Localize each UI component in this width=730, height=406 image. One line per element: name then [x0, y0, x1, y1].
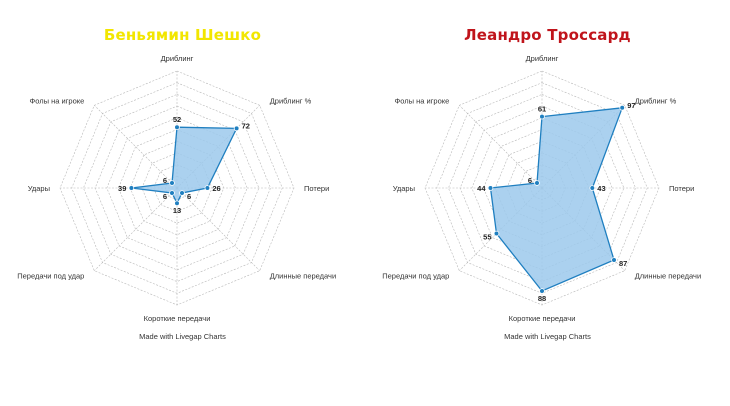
right-chart-title: Леандро Троссард — [464, 26, 631, 44]
right-axis-label-0: Дриблинг — [526, 54, 559, 63]
right-point-1 — [619, 105, 626, 111]
left-value-label-3: 6 — [187, 192, 191, 201]
right-value-label-3: 87 — [619, 259, 627, 268]
right-point-5 — [493, 230, 500, 237]
right-axis-label-6: Удары — [393, 184, 415, 193]
right-axis-label-5: Передачи под удар — [382, 272, 449, 281]
right-axis-label-2: Потери — [669, 184, 694, 193]
left-axis-label-4: Короткие передачи — [144, 314, 211, 323]
left-value-label-7: 6 — [163, 176, 167, 185]
left-value-label-1: 72 — [242, 122, 250, 131]
right-grid-ring — [494, 140, 590, 236]
left-point-7 — [169, 180, 175, 186]
right-value-label-1: 97 — [627, 101, 635, 110]
right-value-label-5: 55 — [483, 232, 491, 241]
left-axis-label-1: Дриблинг % — [270, 96, 312, 105]
left-grid-spoke — [94, 187, 178, 271]
left-value-label-5: 6 — [163, 192, 167, 201]
right-value-label-2: 43 — [597, 184, 605, 193]
left-axis-label-5: Передачи под удар — [17, 272, 84, 281]
right-value-label-7: 6 — [528, 176, 532, 185]
left-radar-chart: 52 72 26 6 13 6 39 6 Дриблинг Дриблинг % Потери Дли… — [17, 54, 336, 323]
right-grid-spoke — [459, 105, 543, 189]
right-radar-chart: 61 97 43 87 88 55 44 6 Дриблинг Дриблинг % Потери Д… — [382, 54, 701, 323]
right-point-0 — [539, 113, 545, 120]
left-axis-label-2: Потери — [304, 184, 329, 193]
left-chart-title: Беньямин Шешко — [103, 26, 262, 44]
right-grid-ring — [459, 105, 625, 271]
left-axis-label-0: Дриблинг — [161, 54, 194, 63]
right-grid-ring — [448, 94, 636, 282]
left-point-0 — [174, 124, 180, 130]
left-point-4 — [174, 200, 180, 207]
right-value-label-6: 44 — [477, 184, 486, 193]
left-grid-spoke — [94, 105, 178, 189]
left-point-3 — [179, 190, 185, 196]
left-grid-ring — [153, 164, 201, 212]
right-value-label-4: 88 — [538, 294, 546, 303]
right-chart-panel: Леандро Троссард 61 97 43 87 88 55 44 6 Дриблинг… — [365, 0, 730, 406]
right-axis-label-4: Короткие передачи — [509, 314, 576, 323]
right-point-3 — [611, 257, 617, 263]
left-chart-credit: Made with Livegap Charts — [139, 332, 226, 341]
right-axis-label-7: Фолы на игроке — [395, 96, 450, 105]
right-series-area — [489, 107, 624, 292]
left-chart-panel: Беньямин Шешко 52 72 26 6 13 6 39 6 Дриблинг Дриб… — [17, 26, 336, 341]
right-point-6 — [487, 185, 494, 191]
left-value-label-4: 13 — [173, 206, 181, 215]
left-value-label-6: 39 — [118, 184, 126, 193]
left-grid-ring — [129, 140, 225, 236]
right-point-4 — [539, 288, 545, 294]
left-grid-ring — [83, 94, 271, 282]
left-point-1 — [233, 125, 240, 132]
left-value-label-0: 52 — [173, 115, 181, 124]
left-point-2 — [204, 185, 211, 191]
left-grid-ring — [94, 105, 260, 271]
left-grid-spoke — [176, 187, 260, 271]
left-axis-label-7: Фолы на игроке — [30, 96, 85, 105]
right-point-2 — [589, 185, 596, 191]
right-point-7 — [534, 180, 540, 186]
left-grid-ring — [118, 129, 236, 247]
left-point-5 — [169, 190, 175, 196]
right-value-label-0: 61 — [538, 105, 546, 114]
left-point-6 — [128, 185, 135, 191]
right-axis-label-3: Длинные передачи — [635, 272, 701, 281]
left-axis-label-3: Длинные передачи — [270, 272, 336, 281]
right-chart-credit: Made with Livegap Charts — [504, 332, 591, 341]
left-axis-label-6: Удары — [28, 184, 50, 193]
left-value-label-2: 26 — [212, 184, 220, 193]
right-axis-label-1: Дриблинг % — [635, 96, 677, 105]
